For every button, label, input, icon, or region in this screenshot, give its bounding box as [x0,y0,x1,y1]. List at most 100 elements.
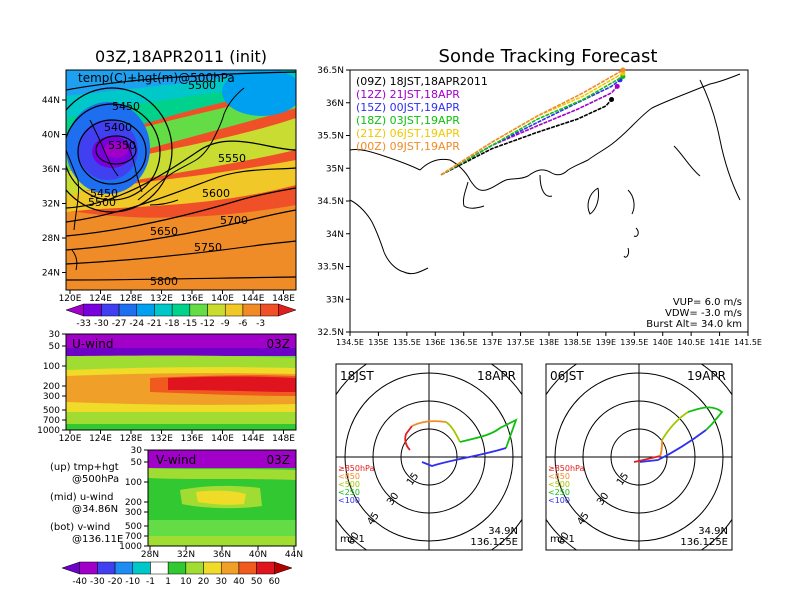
colorbar-swatch [238,561,257,575]
colorbar-swatch [260,303,279,317]
panel-legend: (up) tmp+hgt @500hPa (mid) u-wind @34.86… [50,462,123,545]
track-param-vdw: VDW= -3.0 m/s [665,308,742,319]
wind-colorbar: -40 -30 -20 -10 -1 1 10 20 30 40 50 60 [61,561,293,587]
hodograph-level-legend: <250 [338,488,360,497]
uwind-label: U-wind [72,337,113,351]
contour-label: 5550 [218,152,246,165]
track-title: Sonde Tracking Forecast [439,46,658,67]
colorbar-swatch [207,303,226,317]
vwind-y-tick-label: 1000 [119,542,142,552]
lon-tick-label: 135.5E [393,338,421,347]
legend-mid-line1: (mid) u-wind [50,492,113,503]
lat-tick-label: 44N [42,96,60,106]
main-map-panel: 03Z,18APR2011 (init) [42,47,297,329]
colorbar-swatch [203,561,222,575]
colorbar-label: -6 [238,319,247,329]
colorbar-label: 10 [180,577,192,587]
hodograph-segment [639,429,707,463]
hodograph-lat: 34.9N [698,526,728,537]
lat-tick-label: 33N [326,295,344,305]
track-series-line [440,79,621,176]
vwind-x-tick-label: 28N [141,550,159,560]
hodograph-time: 06JST [550,369,584,383]
vwind-y-tick-label: 200 [125,498,142,508]
uwind-y-tick-label: 50 [49,342,61,352]
lon-tick-label: 124E [89,294,112,304]
contour-label: 5700 [220,214,248,227]
hodograph-date: 18APR [477,369,516,383]
contour-label: 5750 [194,241,222,254]
hodograph-level-legend: <100 [548,496,570,505]
uwind-y-tick-label: 1000 [37,426,60,436]
colorbar-label: -9 [221,319,230,329]
colorbar-swatch [79,561,98,575]
track-end-marker [614,83,620,89]
colorbar-swatch [61,561,80,575]
lon-tick-label: 141E [709,338,729,347]
uwind-x-tick-label: 136E [181,434,204,444]
colorbar-label: 1 [165,577,171,587]
hodograph-time: 18JST [340,369,374,383]
track-series-line [440,75,624,176]
vwind-x-tick-label: 36N [213,550,231,560]
main-lat-ticks: 44N 40N 36N 32N 28N 24N [42,96,66,279]
colorbar-label: -3 [256,319,265,329]
colorbar-swatch [189,303,208,317]
hodograph-segment [411,420,447,427]
track-legend-entry: (12Z) 21JST,18APR [356,88,460,101]
lat-tick-label: 32N [42,200,60,210]
vwind-label: V-wind [156,453,196,467]
legend-mid-line2: @34.86N [72,504,118,515]
colorbar-label: -21 [147,319,162,329]
contour-label: 5600 [202,187,230,200]
hodograph-rings [336,364,522,550]
colorbar-label: -40 [72,577,87,587]
hodograph-level-legend: <250 [548,488,570,497]
lat-tick-label: 36N [326,99,344,109]
lon-tick-label: 138.5E [563,338,591,347]
contour-label: 5450 [90,187,118,200]
colorbar-swatch [167,561,187,575]
colorbar-swatch [65,303,84,317]
lon-tick-label: 134.5E [336,338,364,347]
colorbar-swatch [97,561,116,575]
contour-label: 5650 [150,225,178,238]
hodograph-level-legend: ≥850hPa [338,464,375,473]
hodograph-segment [421,447,507,467]
lat-tick-label: 33.5N [317,263,344,273]
colorbar-label: -10 [125,577,140,587]
colorbar-label: -20 [108,577,123,587]
uwind-x-tick-label: 140E [211,434,234,444]
vwind-x-tick-label: 44N [285,550,303,560]
colorbar-label: -12 [200,319,215,329]
colorbar-label: 60 [269,577,281,587]
hodograph-unit: ms-1 [550,534,575,545]
track-series-line [440,98,613,176]
colorbar-label: 30 [216,577,228,587]
colorbar-swatch [220,561,240,575]
uwind-x-tick-label: 128E [120,434,143,444]
lon-tick-label: 137E [482,338,502,347]
hodograph-segment [404,425,413,451]
hodograph-segment [445,421,461,443]
hodograph-lon: 136.125E [680,537,728,548]
track-legend-entry: (18Z) 03JST,19APR [356,114,460,127]
contour-label: 5400 [104,121,132,134]
colorbar-swatch [256,561,275,575]
legend-bot-line1: (bot) v-wind [50,522,110,533]
hodograph-rings [546,364,732,550]
hodograph-segment [633,455,661,463]
track-legend-entry: (00Z) 09JST,19APR [356,140,460,153]
track-lon-ticks: 134.5E 135E 135.5E 136E 136.5E 137E 137.5E 138E… [336,332,762,347]
colorbar-label: 20 [198,577,210,587]
lon-tick-label: 135E [368,338,388,347]
vwind-y-tick-label: 100 [125,478,142,488]
track-legend-entry: (21Z) 06JST,19APR [356,127,460,140]
lon-tick-label: 148E [272,294,295,304]
uwind-y-tick-label: 30 [49,330,61,340]
lon-tick-label: 141.5E [734,338,762,347]
colorbar-swatch [224,303,244,317]
hodograph-level-legend: ≥850hPa [548,464,585,473]
